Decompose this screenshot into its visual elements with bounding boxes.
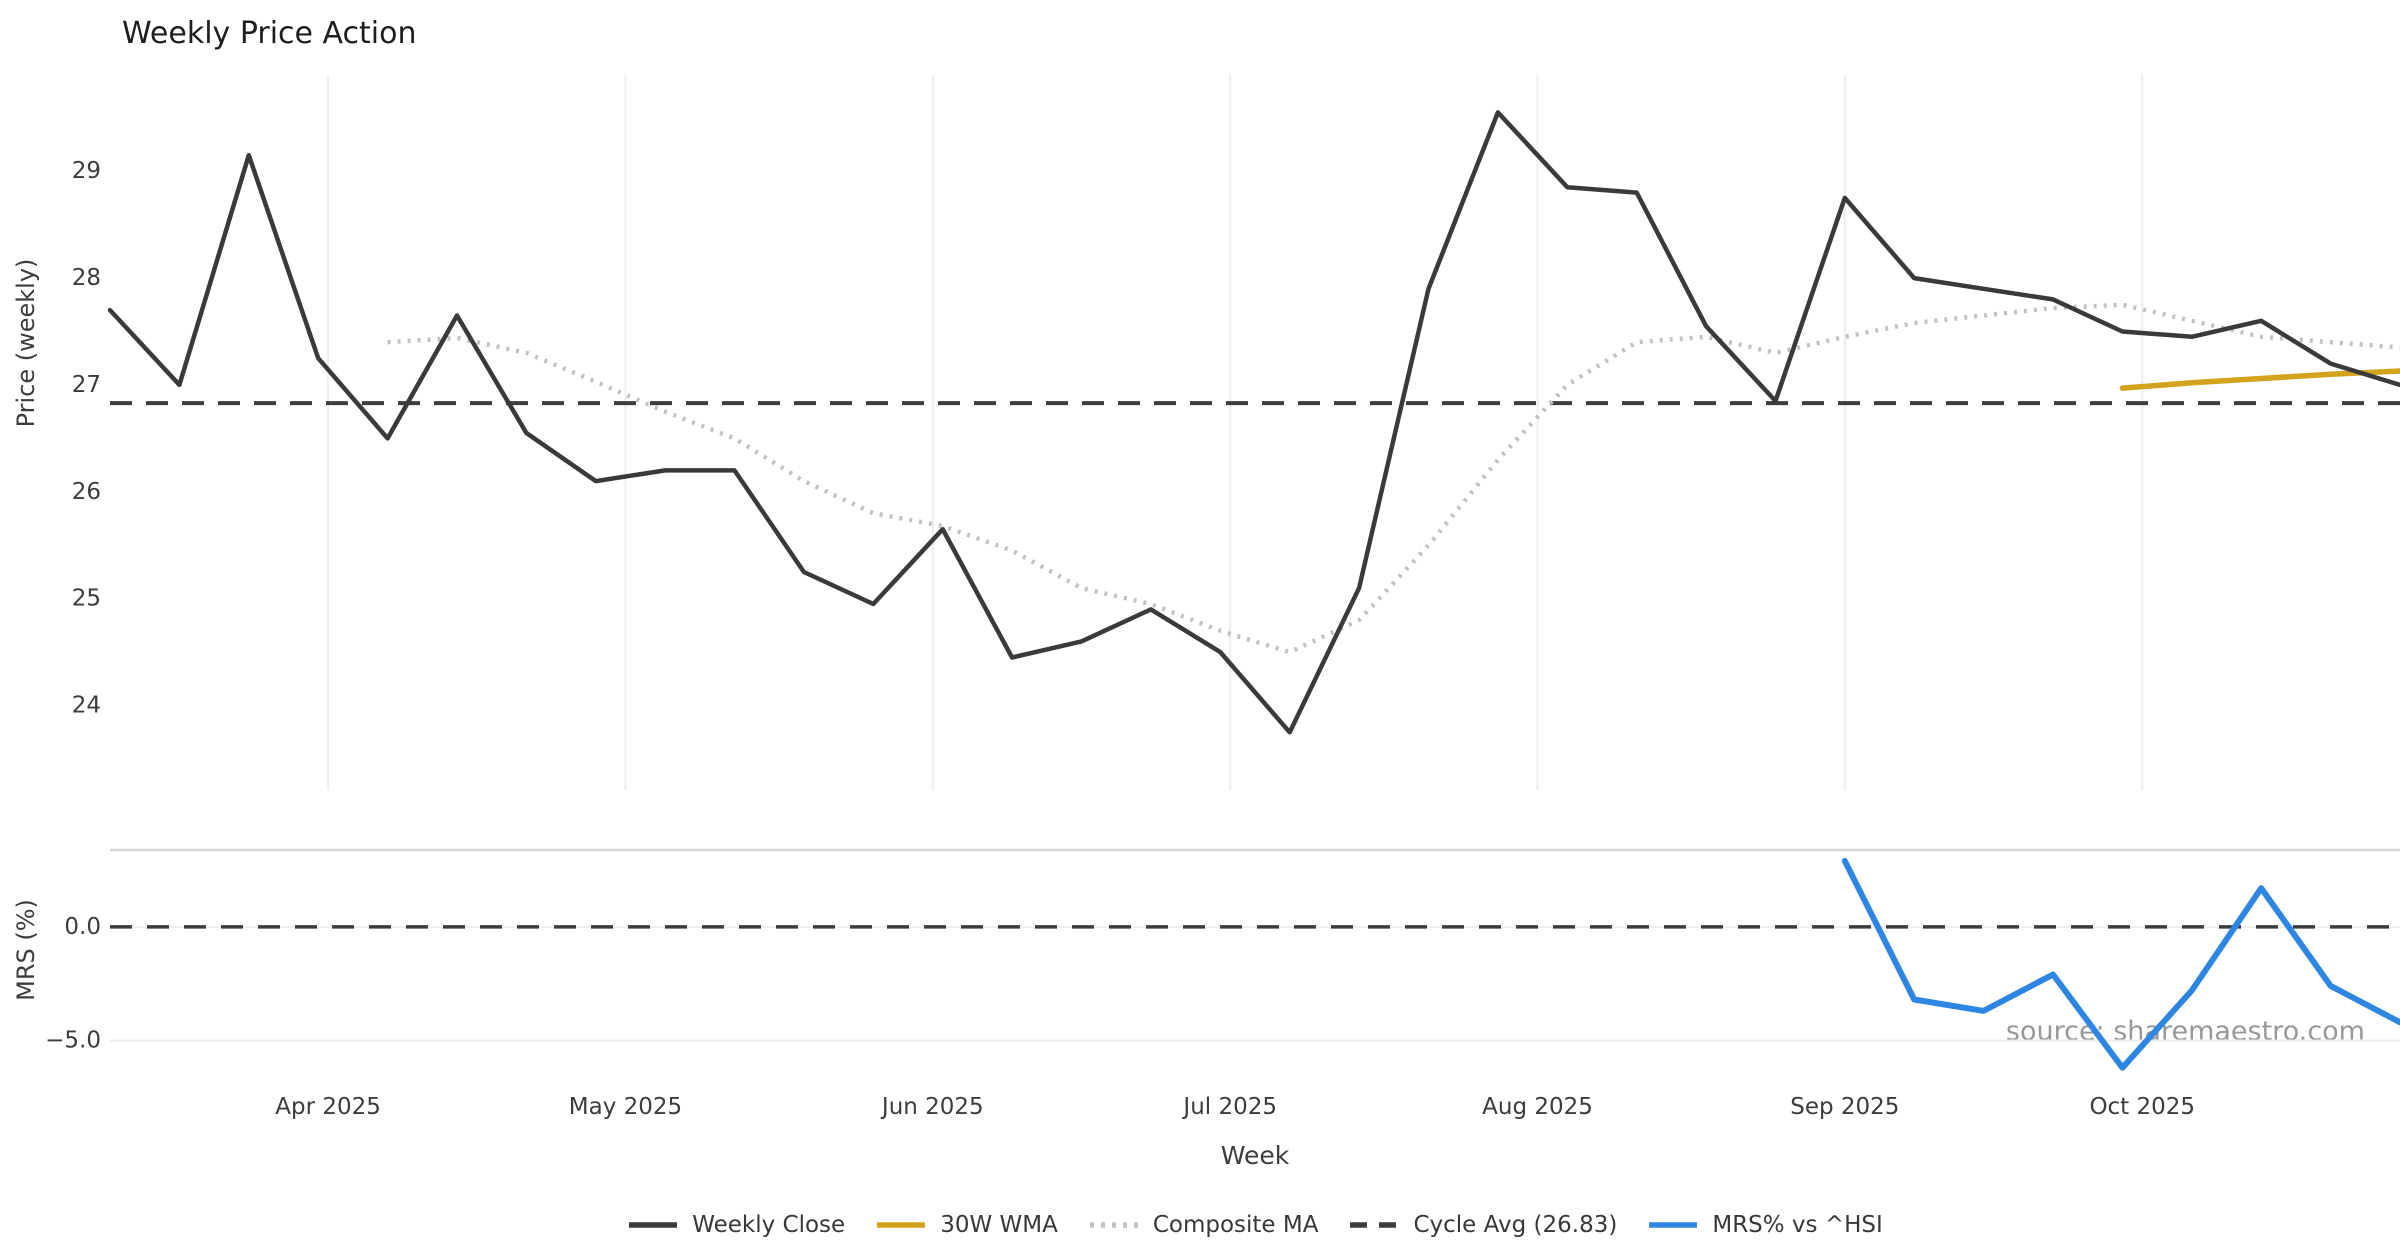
weekly-close-line [107, 110, 2400, 735]
legend-swatch-icon [629, 1222, 678, 1228]
price-tick-label: 29 [72, 158, 101, 184]
legend-label: MRS% vs ^HSI [1712, 1212, 1883, 1238]
legend-swatch-icon [877, 1222, 926, 1228]
wma-30w-line [2119, 368, 2400, 391]
month-tick-label: Jun 2025 [880, 1094, 984, 1120]
price-axis-title: Price (weekly) [12, 258, 40, 428]
legend-item-mrs-vs-hsi: MRS% vs ^HSI [1647, 1212, 1883, 1238]
month-tick-label: Jul 2025 [1181, 1094, 1277, 1120]
legend-item-composite-ma: Composite MA [1088, 1212, 1319, 1238]
watermark-text: source: sharemaestro.com [2005, 1016, 2365, 1047]
mrs-axis-title: MRS (%) [12, 899, 40, 1001]
legend-swatch-icon [1089, 1222, 1138, 1228]
month-tick-label: Aug 2025 [1482, 1094, 1593, 1120]
price-tick-label: 28 [72, 265, 101, 291]
price-tick-label: 26 [72, 479, 101, 505]
legend-label: Weekly Close [692, 1212, 846, 1238]
chart-title: Weekly Price Action [122, 16, 417, 51]
legend-item-30w-wma: 30W WMA [875, 1212, 1058, 1238]
composite-ma-line [387, 302, 2400, 655]
legend-label: Cycle Avg (26.83) [1413, 1212, 1618, 1238]
legend-label: Composite MA [1152, 1212, 1319, 1238]
chart-legend: Weekly Close 30W WMA Composite MA Cycle Avg… [110, 1212, 2400, 1238]
month-tick-label: Sep 2025 [1790, 1094, 1899, 1120]
mrs-line [1841, 857, 2400, 1071]
mrs-tick-label: −5.0 [45, 1027, 101, 1053]
legend-item-weekly-close: Weekly Close [627, 1212, 845, 1238]
price-tick-label: 25 [72, 586, 101, 612]
legend-item-cycle-avg-26-83-: Cycle Avg (26.83) [1348, 1212, 1617, 1238]
legend-swatch-icon [1350, 1222, 1399, 1228]
mrs-tick-label: 0.0 [64, 914, 101, 940]
month-tick-label: Apr 2025 [275, 1094, 381, 1120]
month-tick-label: Oct 2025 [2089, 1094, 2195, 1120]
price-tick-label: 27 [72, 372, 101, 398]
x-axis-title: Week [1220, 1141, 1290, 1170]
legend-label: 30W WMA [940, 1212, 1058, 1238]
legend-swatch-icon [1649, 1222, 1698, 1228]
price-tick-label: 24 [72, 693, 101, 719]
month-tick-label: May 2025 [569, 1094, 682, 1120]
